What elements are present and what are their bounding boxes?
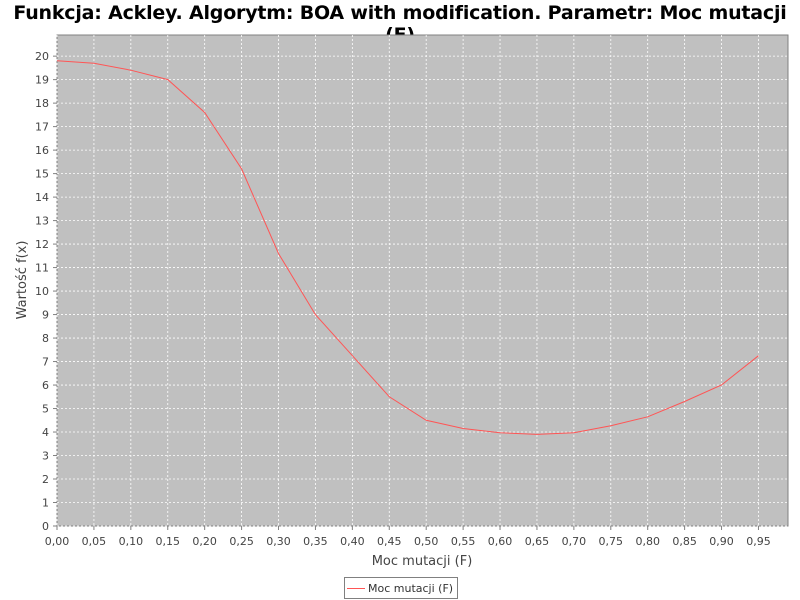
legend: Moc mutacji (F): [344, 577, 459, 599]
y-axis-label: Wartość f(x): [15, 241, 30, 320]
y-tick-label: 18: [35, 97, 49, 110]
x-tick-label: 0,05: [82, 535, 107, 548]
y-tick-label: 6: [42, 379, 49, 392]
x-tick-label: 0,45: [377, 535, 402, 548]
x-tick-label: 0,30: [266, 535, 291, 548]
legend-swatch: [347, 587, 365, 589]
axes: 0,00 0,05 0,10 0,15 0,20 0,25 0,30 0,35 0,40 0,45…: [35, 50, 771, 548]
y-tick-label: 19: [35, 74, 49, 87]
y-tick-label: 1: [42, 497, 49, 510]
y-tick-label: 14: [35, 191, 49, 204]
x-tick-label: 0,15: [156, 535, 181, 548]
data-point: [572, 431, 575, 434]
data-point: [646, 415, 649, 418]
y-tick-label: 15: [35, 168, 49, 181]
x-axis-label: Moc mutacji (F): [372, 554, 473, 569]
x-tick-label: 0,25: [229, 535, 254, 548]
data-point: [757, 354, 760, 357]
data-point: [314, 313, 317, 316]
y-tick-label: 13: [35, 215, 49, 228]
legend-label: Moc mutacji (F): [368, 581, 454, 595]
x-tick-label: 0,50: [414, 535, 439, 548]
y-tick-label: 11: [35, 262, 49, 275]
data-point: [277, 252, 280, 255]
series-layer: [56, 59, 760, 436]
data-point: [92, 62, 95, 65]
data-point: [129, 69, 132, 72]
y-tick-label: 17: [35, 121, 49, 134]
data-point: [240, 167, 243, 170]
data-point: [203, 111, 206, 114]
y-tick-label: 12: [35, 238, 49, 251]
y-tick-label: 16: [35, 144, 49, 157]
x-tick-label: 0,40: [340, 535, 365, 548]
plot-area: [56, 34, 789, 527]
data-point: [720, 384, 723, 387]
x-tick-label: 0,75: [599, 535, 624, 548]
data-point: [499, 431, 502, 434]
x-tick-label: 0,00: [45, 535, 70, 548]
y-tick-label: 9: [42, 309, 49, 322]
x-tick-label: 0,65: [525, 535, 550, 548]
x-tick-label: 0,85: [672, 535, 697, 548]
series-line: [56, 60, 759, 435]
x-tick-label: 0,95: [746, 535, 771, 548]
y-tick-label: 4: [42, 426, 49, 439]
y-tick-label: 7: [42, 356, 49, 369]
x-tick-label: 0,20: [192, 535, 217, 548]
data-point: [535, 433, 538, 436]
data-point: [609, 424, 612, 427]
data-point: [56, 59, 59, 62]
y-tick-label: 0: [42, 520, 49, 533]
y-tick-label: 8: [42, 332, 49, 345]
x-tick-label: 0,80: [635, 535, 660, 548]
y-tick-label: 10: [35, 285, 49, 298]
grid-lines: [56, 35, 788, 527]
y-tick-label: 20: [35, 50, 49, 63]
x-tick-label: 0,55: [451, 535, 476, 548]
data-point: [425, 419, 428, 422]
x-tick-label: 0,10: [119, 535, 144, 548]
data-point: [166, 78, 169, 81]
y-tick-label: 3: [42, 450, 49, 463]
data-point: [388, 395, 391, 398]
data-point: [683, 400, 686, 403]
data-point: [462, 427, 465, 430]
data-point: [351, 354, 354, 357]
y-tick-label: 5: [42, 403, 49, 416]
x-tick-label: 0,35: [303, 535, 328, 548]
x-tick-label: 0,90: [709, 535, 734, 548]
x-tick-label: 0,70: [562, 535, 587, 548]
x-tick-label: 0,60: [488, 535, 513, 548]
y-tick-label: 2: [42, 473, 49, 486]
